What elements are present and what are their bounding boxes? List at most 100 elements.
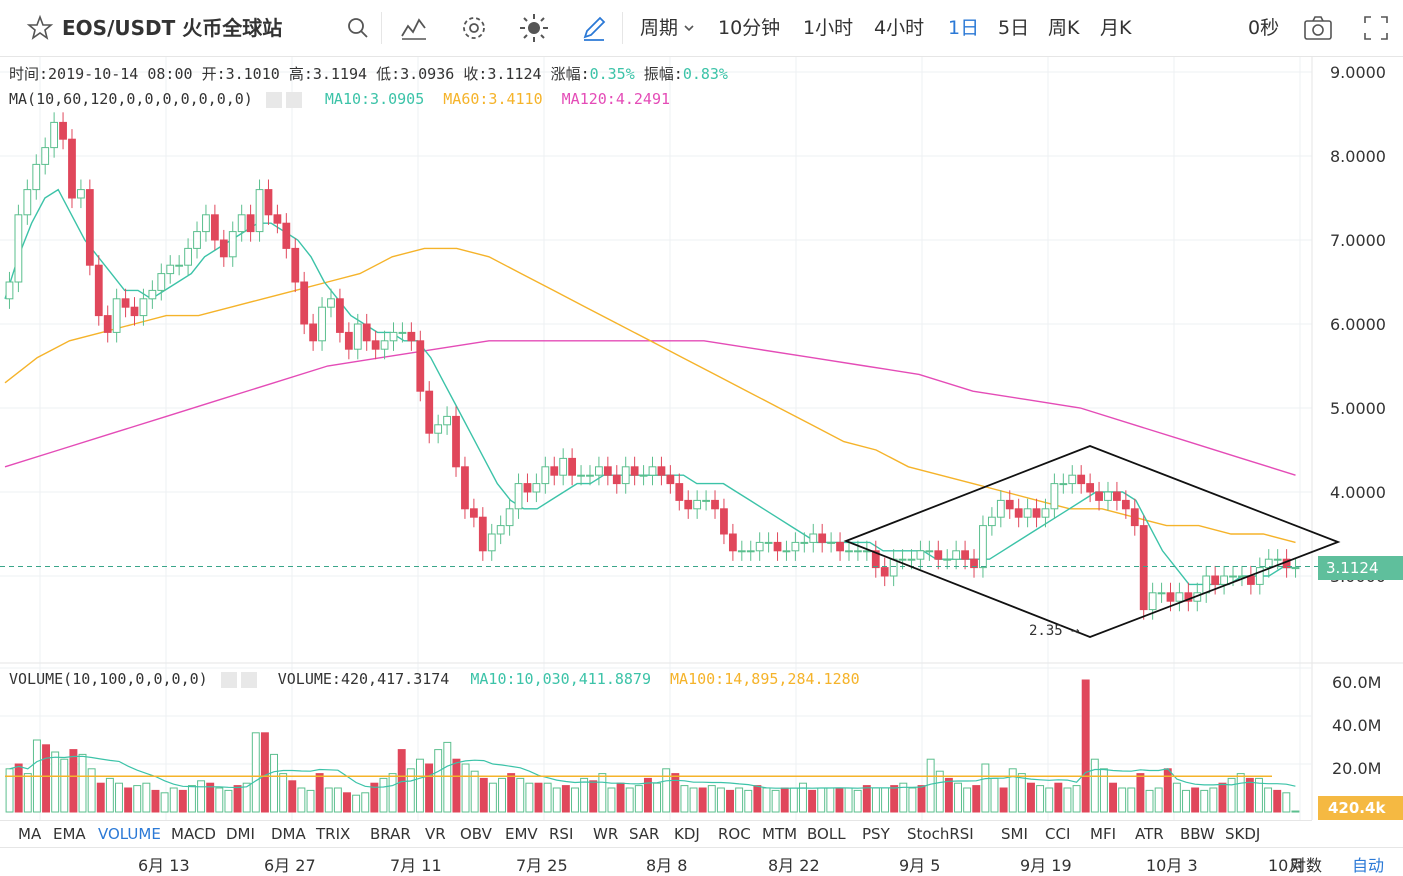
indicator-dmi[interactable]: DMI [226,825,255,843]
volume-line: VOLUME(10,100,0,0,0,0) VOLUME:420,417.31… [9,670,860,688]
candle-body [77,189,85,199]
star-icon[interactable] [22,10,58,46]
volume-bar [215,787,224,813]
volume-bar [680,785,689,813]
volume-close-icon[interactable] [240,671,257,688]
indicator-stochrsi[interactable]: StochRSI [907,825,974,843]
log-scale-toggle[interactable]: 对数 [1290,856,1323,875]
ma-close-icon[interactable] [285,91,302,108]
volume-bar [197,780,206,813]
search-icon[interactable] [340,10,376,46]
volume-bar [963,787,972,813]
volume-bar [370,782,379,813]
indicator-mfi[interactable]: MFI [1090,825,1116,843]
indicator-vr[interactable]: VR [425,825,446,843]
volume-bar [315,773,324,813]
price-axis-label: 9.0000 [1330,63,1386,82]
volume-bar [425,763,434,813]
candle-body [1273,558,1282,561]
candle-body [1095,491,1103,501]
volume-bar [142,782,151,813]
candle-body [586,474,594,477]
fullscreen-icon[interactable] [1358,10,1394,46]
indicator-icon[interactable] [396,10,432,46]
volume-bar [990,777,999,813]
volume-bar [479,777,488,813]
indicator-obv[interactable]: OBV [460,825,492,843]
volume-settings-icon[interactable] [220,671,237,688]
candle-body [41,147,50,165]
volume-bar [735,787,744,813]
period-dropdown[interactable]: 周期 [640,17,679,39]
volume-bar [607,787,616,813]
candle-body [68,138,76,199]
candle-body [630,466,639,476]
drawing-overlay[interactable] [0,445,1341,638]
volume-bar [251,732,260,813]
indicator-rsi[interactable]: RSI [549,825,574,843]
indicator-emv[interactable]: EMV [505,825,538,843]
indicator-cci[interactable]: CCI [1045,825,1071,843]
candle-body [639,474,648,477]
interval-month[interactable]: 月K [1100,17,1132,39]
camera-icon[interactable] [1300,10,1336,46]
interval-week[interactable]: 周K [1048,17,1080,39]
indicator-trix[interactable]: TRIX [316,825,351,843]
interval-1h[interactable]: 1小时 [803,17,854,39]
indicator-psy[interactable]: PSY [862,825,890,843]
volume-bar [388,773,397,813]
indicator-volume[interactable]: VOLUME [98,825,161,843]
indicator-smi[interactable]: SMI [1001,825,1028,843]
candle-body [362,323,371,342]
indicator-ema[interactable]: EMA [53,825,86,843]
amplitude-value: 0.83% [682,65,728,83]
indicator-brar[interactable]: BRAR [370,825,411,843]
volume-bar [689,787,698,813]
indicator-skdj[interactable]: SKDJ [1225,825,1261,843]
candle-body [50,121,59,149]
volume-bar [944,777,953,813]
interval-4h[interactable]: 4小时 [874,17,925,39]
candle-body [94,264,103,317]
candle-body [202,214,210,233]
countdown: 0秒 [1248,17,1280,39]
indicator-roc[interactable]: ROC [718,825,751,843]
indicator-sar[interactable]: SAR [629,825,660,843]
indicator-dma[interactable]: DMA [271,825,306,843]
candle-body [532,483,541,493]
candle-body [934,550,943,560]
indicator-kdj[interactable]: KDJ [674,825,700,843]
indicator-wr[interactable]: WR [593,825,619,843]
candle-body [505,508,514,527]
current-price-tag: 3.1124 [1318,556,1403,580]
indicator-bbw[interactable]: BBW [1180,825,1215,843]
auto-scale-toggle[interactable]: 自动 [1352,856,1385,875]
pencil-icon[interactable] [576,10,612,46]
candle-body [746,550,755,553]
candle-body [1229,575,1237,578]
volume-bar [23,773,32,813]
interval-10min[interactable]: 10分钟 [718,17,781,39]
price-chart[interactable] [0,0,1403,820]
time-label: 9月 19 [1020,856,1072,875]
chevron-down-icon[interactable] [680,19,698,37]
candle-body [1220,575,1228,585]
indicator-mtm[interactable]: MTM [762,825,798,843]
interval-1d[interactable]: 1日 [948,17,980,39]
indicator-macd[interactable]: MACD [171,825,216,843]
theme-sun-icon[interactable] [516,10,552,46]
candle-body [1202,575,1211,594]
gear-icon[interactable] [456,10,492,46]
volume-params: VOLUME(10,100,0,0,0,0) [9,670,208,688]
indicator-atr[interactable]: ATR [1135,825,1164,843]
indicator-ma[interactable]: MA [18,825,42,843]
volume-bar [270,753,278,813]
interval-5d[interactable]: 5日 [998,17,1030,39]
ma-settings-icon[interactable] [265,91,282,108]
indicator-boll[interactable]: BOLL [807,825,846,843]
volume-bar [297,787,306,813]
divider [381,12,382,44]
candle-body [210,214,219,241]
volume-bar [789,787,798,813]
price-axis-label: 7.0000 [1330,231,1386,250]
